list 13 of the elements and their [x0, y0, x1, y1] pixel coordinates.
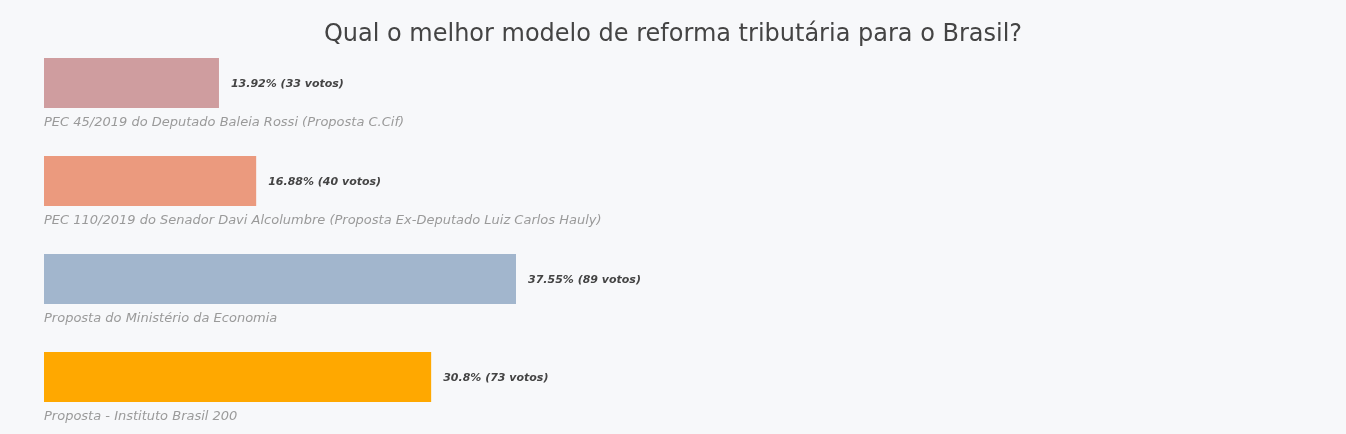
- bar: [44, 352, 432, 402]
- bar: [44, 156, 257, 206]
- text: Qual o melhor modelo de reforma tributária para o Brasil?: [323, 19, 1023, 47]
- data-label: 13.92% (33 votos): [230, 76, 344, 90]
- y-tick-label: PEC 45/2019 do Deputado Baleia Rossi (Proposta C.Cif): [44, 114, 405, 129]
- y-tick-label: Proposta do Ministério da Economia: [44, 310, 278, 325]
- bar: [44, 58, 219, 108]
- y-tick-label: PEC 110/2019 do Senador Davi Alcolumbre (Proposta Ex-Deputado Luiz Carlos Hauly): [44, 212, 602, 227]
- bar: [44, 254, 516, 304]
- data-label: 37.55% (89 votos): [528, 272, 641, 286]
- data-label: 16.88% (40 votos): [268, 174, 382, 188]
- y-tick-label: Proposta - Instituto Brasil 200: [44, 408, 238, 423]
- data-label: 30.8% (73 votos): [443, 370, 549, 384]
